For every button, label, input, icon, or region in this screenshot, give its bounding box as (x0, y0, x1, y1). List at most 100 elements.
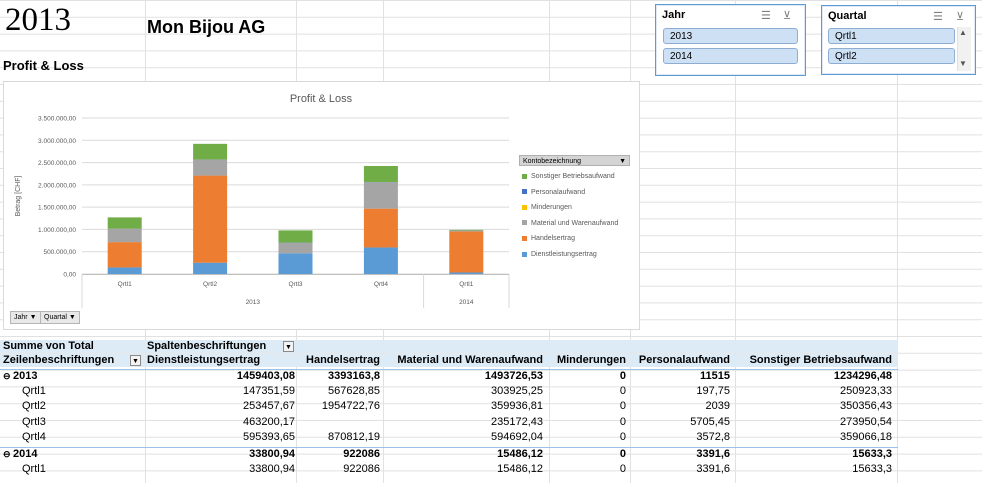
pivot-cell: 359066,18 (840, 431, 892, 444)
pivot-year-row[interactable]: ⊖ 2014 33800,94 922086 15486,12 0 3391,6 15633,… (0, 447, 898, 461)
section-title: Profit & Loss (3, 58, 84, 73)
slicer-scrollbar[interactable]: ▲ ▼ (957, 27, 971, 71)
pivot-cell: 0 (619, 370, 626, 382)
pivot-cell: 0 (619, 448, 626, 460)
multi-select-icon[interactable]: ☰ (933, 11, 943, 23)
chevron-down-icon: ▼ (619, 158, 626, 165)
row-label: 2014 (13, 448, 38, 460)
legend-field-button[interactable]: Kontobezeichnung ▼ (519, 155, 630, 166)
bar-segment (193, 159, 228, 176)
column-header: Personalaufwand (638, 354, 730, 366)
y-tick-label: 0,00 (63, 272, 76, 279)
bar-segment (193, 175, 228, 263)
pivot-cell: 3393163,8 (328, 370, 380, 382)
legend-swatch (522, 173, 527, 179)
bar-segment (363, 247, 398, 274)
quartal-slicer[interactable]: Quartal ☰ ⊻ Qrtl1 Qrtl2 ▲ ▼ (821, 5, 976, 75)
scroll-down-icon[interactable]: ▼ (959, 59, 967, 68)
pivot-year-row[interactable]: ⊖ 2013 1459403,08 3393163,8 1493726,53 0 11515… (0, 369, 898, 383)
slicer-item-qrtl2[interactable]: Qrtl2 (828, 48, 955, 64)
collapse-icon[interactable]: ⊖ (3, 449, 11, 459)
pivot-cell: 1954722,76 (321, 400, 380, 413)
quartal-field-button[interactable]: Quartal ▼ (40, 311, 80, 324)
bar-segment (278, 253, 313, 274)
pivot-cell: 3391,6 (696, 462, 730, 475)
pivot-cell: 0 (619, 431, 626, 444)
quartal-field-label: Quartal (44, 314, 67, 321)
clear-filter-icon[interactable]: ⊻ (956, 11, 965, 23)
legend-field-label: Kontobezeichnung (523, 158, 581, 165)
legend-item: Handelsertrag (522, 234, 575, 243)
slicer-item-qrtl1[interactable]: Qrtl1 (828, 28, 955, 44)
slicer-item-2013[interactable]: 2013 (663, 28, 798, 44)
year-title: 2013 (5, 2, 71, 38)
row-label: Qrtl4 (22, 431, 46, 444)
column-field-label: Spaltenbeschriftungen (147, 340, 267, 352)
pivot-cell: 1234296,48 (833, 370, 892, 382)
pivot-quarter-row: Qrtl3 463200,17 235172,43 0 5705,45 273950,54 (0, 416, 898, 429)
column-filter-button[interactable]: ▼ (283, 341, 294, 352)
x-tick-label: Qrtl1 (459, 281, 473, 288)
pivot-cell: 2039 (705, 400, 730, 413)
slicer-item-2014[interactable]: 2014 (663, 48, 798, 64)
column-header: Minderungen (556, 354, 626, 366)
bar-segment (193, 143, 228, 160)
pivot-cell: 1459403,08 (236, 370, 295, 382)
row-label: 2013 (13, 370, 38, 382)
jahr-field-label: Jahr (14, 314, 28, 321)
pivot-corner-label: Summe von Total (3, 340, 94, 352)
y-tick-label: 1.500.000,00 (38, 205, 76, 212)
pivot-cell: 463200,17 (243, 415, 295, 428)
y-axis-label: Betrag [CHF] (15, 176, 22, 217)
pivot-cell: 922086 (343, 462, 380, 475)
clear-filter-icon[interactable]: ⊻ (783, 10, 792, 22)
row-filter-button[interactable]: ▼ (130, 355, 141, 366)
bar-segment (107, 228, 142, 243)
pivot-cell: 273950,54 (840, 415, 892, 428)
pivot-cell: 567628,85 (328, 384, 380, 397)
pivot-cell: 235172,43 (491, 415, 543, 428)
pivot-chart[interactable]: Profit & Loss 0,00 500.000,00 1.000.000,00 1… (3, 81, 640, 330)
pivot-cell: 250923,33 (840, 384, 892, 397)
y-tick-label: 3.500.000,00 (38, 116, 76, 123)
y-tick-label: 3.000.000,00 (38, 138, 76, 145)
jahr-slicer-title: Jahr (662, 9, 686, 21)
pivot-cell: 0 (619, 462, 626, 475)
legend-item: Dienstleistungsertrag (522, 250, 597, 259)
pivot-quarter-row: Qrtl2 253457,67 1954722,76 359936,81 0 2039 35… (0, 400, 898, 413)
pivot-cell: 3391,6 (696, 448, 730, 460)
legend-item: Sonstiger Betriebsaufwand (522, 172, 615, 181)
jahr-field-button[interactable]: Jahr ▼ (10, 311, 41, 324)
legend-label: Dienstleistungsertrag (531, 251, 597, 258)
collapse-icon[interactable]: ⊖ (3, 371, 11, 381)
row-label: Qrtl1 (22, 462, 46, 475)
chart-plot: Profit & Loss 0,00 500.000,00 1.000.000,00 1… (15, 93, 510, 308)
jahr-slicer[interactable]: Jahr ☰ ⊻ 2013 2014 (655, 4, 806, 76)
scroll-up-icon[interactable]: ▲ (959, 28, 967, 37)
row-field-label: Zeilenbeschriftungen (3, 354, 115, 366)
pivot-cell: 15486,12 (497, 462, 543, 475)
chevron-down-icon: ▼ (68, 314, 76, 321)
pivot-cell: 595393,65 (243, 431, 295, 444)
bar-segment (278, 230, 313, 243)
legend-label: Personalaufwand (531, 188, 586, 196)
legend-swatch (522, 251, 527, 257)
company-name: Mon Bijou AG (147, 17, 266, 37)
pivot-cell: 33800,94 (249, 448, 295, 460)
y-tick-label: 1.000.000,00 (38, 227, 76, 234)
column-header: Dienstleistungsertrag (147, 354, 261, 366)
legend-swatch (522, 204, 527, 210)
pivot-quarter-row: Qrtl1 147351,59 567628,85 303925,25 0 197,75 2… (0, 385, 898, 398)
row-label: Qrtl2 (22, 400, 46, 413)
chevron-down-icon: ▼ (29, 314, 37, 321)
pivot-cell: 0 (619, 415, 626, 428)
pivot-cell: 15633,3 (852, 448, 892, 460)
x-tick-label: Qrtl3 (288, 281, 302, 288)
pivot-cell: 3572,8 (696, 431, 730, 444)
bar-segment (107, 242, 142, 268)
pivot-header-row-2: Zeilenbeschriftungen ▼ Dienstleistungser… (0, 354, 898, 367)
pivot-cell: 1493726,53 (484, 370, 543, 382)
pivot-quarter-row: Qrtl4 595393,65 870812,19 594692,04 0 3572,8 3… (0, 431, 898, 444)
legend-swatch (522, 236, 527, 242)
multi-select-icon[interactable]: ☰ (761, 10, 771, 22)
